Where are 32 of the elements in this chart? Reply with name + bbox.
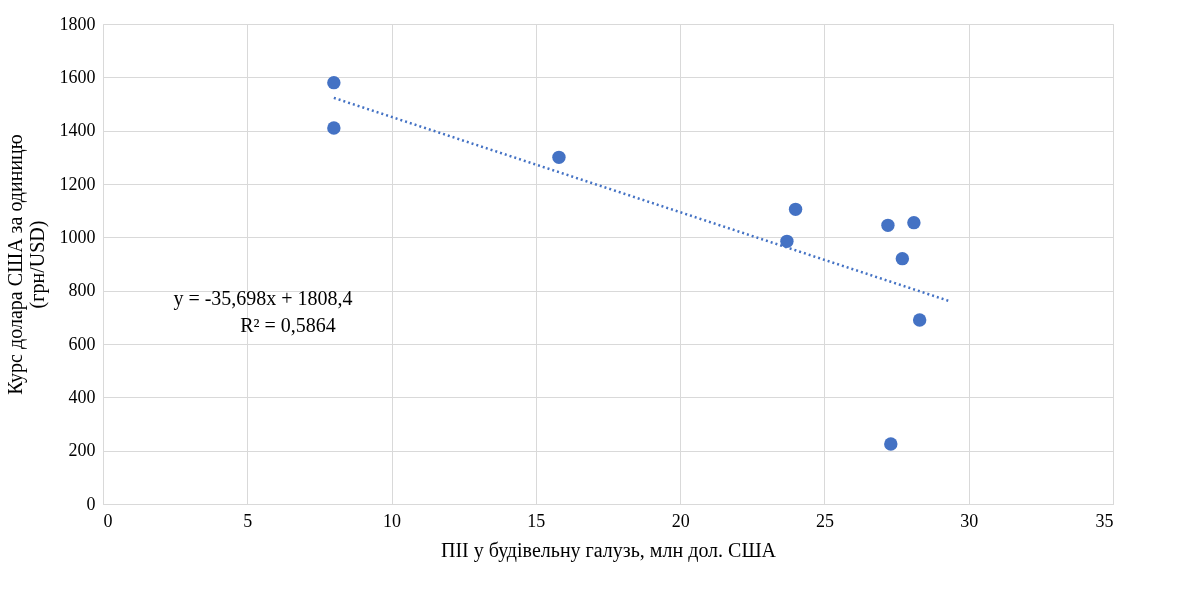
x-axis-title: ПІІ у будівельну галузь, млн дол. США xyxy=(440,538,777,562)
point xyxy=(327,75,341,90)
point xyxy=(788,202,803,217)
annotation: y = -35,698x + 1808,4 xyxy=(173,287,353,310)
point xyxy=(881,218,895,233)
x-tick-label: 5 xyxy=(243,510,253,531)
x-tick-label: 35 xyxy=(1095,510,1114,531)
y-tick-label: 1800 xyxy=(59,13,96,34)
point xyxy=(884,437,898,451)
point xyxy=(552,150,566,165)
x-tick-label: 0 xyxy=(103,510,113,531)
y-tick-label: 0 xyxy=(86,493,96,514)
y-tick-label: 400 xyxy=(68,386,96,407)
y-tick-label: 1600 xyxy=(59,66,96,87)
x-tick-label: 25 xyxy=(815,510,834,531)
point xyxy=(912,313,927,327)
y-tick-label: 1200 xyxy=(59,173,96,194)
x-tick-label: 20 xyxy=(671,510,690,531)
y-tick-label: 800 xyxy=(68,280,96,301)
y-tick-label: 1000 xyxy=(59,226,96,247)
annotation: R² = 0,5864 xyxy=(240,314,336,336)
y-axis-title: Курс долара США за одиницю (грн/USD) xyxy=(3,134,49,395)
x-tick-label: 15 xyxy=(527,510,546,531)
point xyxy=(327,121,341,135)
y-tick-label: 1400 xyxy=(59,120,96,141)
y-tick-label: 600 xyxy=(68,333,96,354)
y-tick-label: 200 xyxy=(68,440,96,461)
x-tick-label: 30 xyxy=(960,510,979,531)
x-tick-label: 10 xyxy=(383,510,402,531)
point xyxy=(895,251,910,266)
point xyxy=(780,234,794,249)
point xyxy=(907,215,921,230)
